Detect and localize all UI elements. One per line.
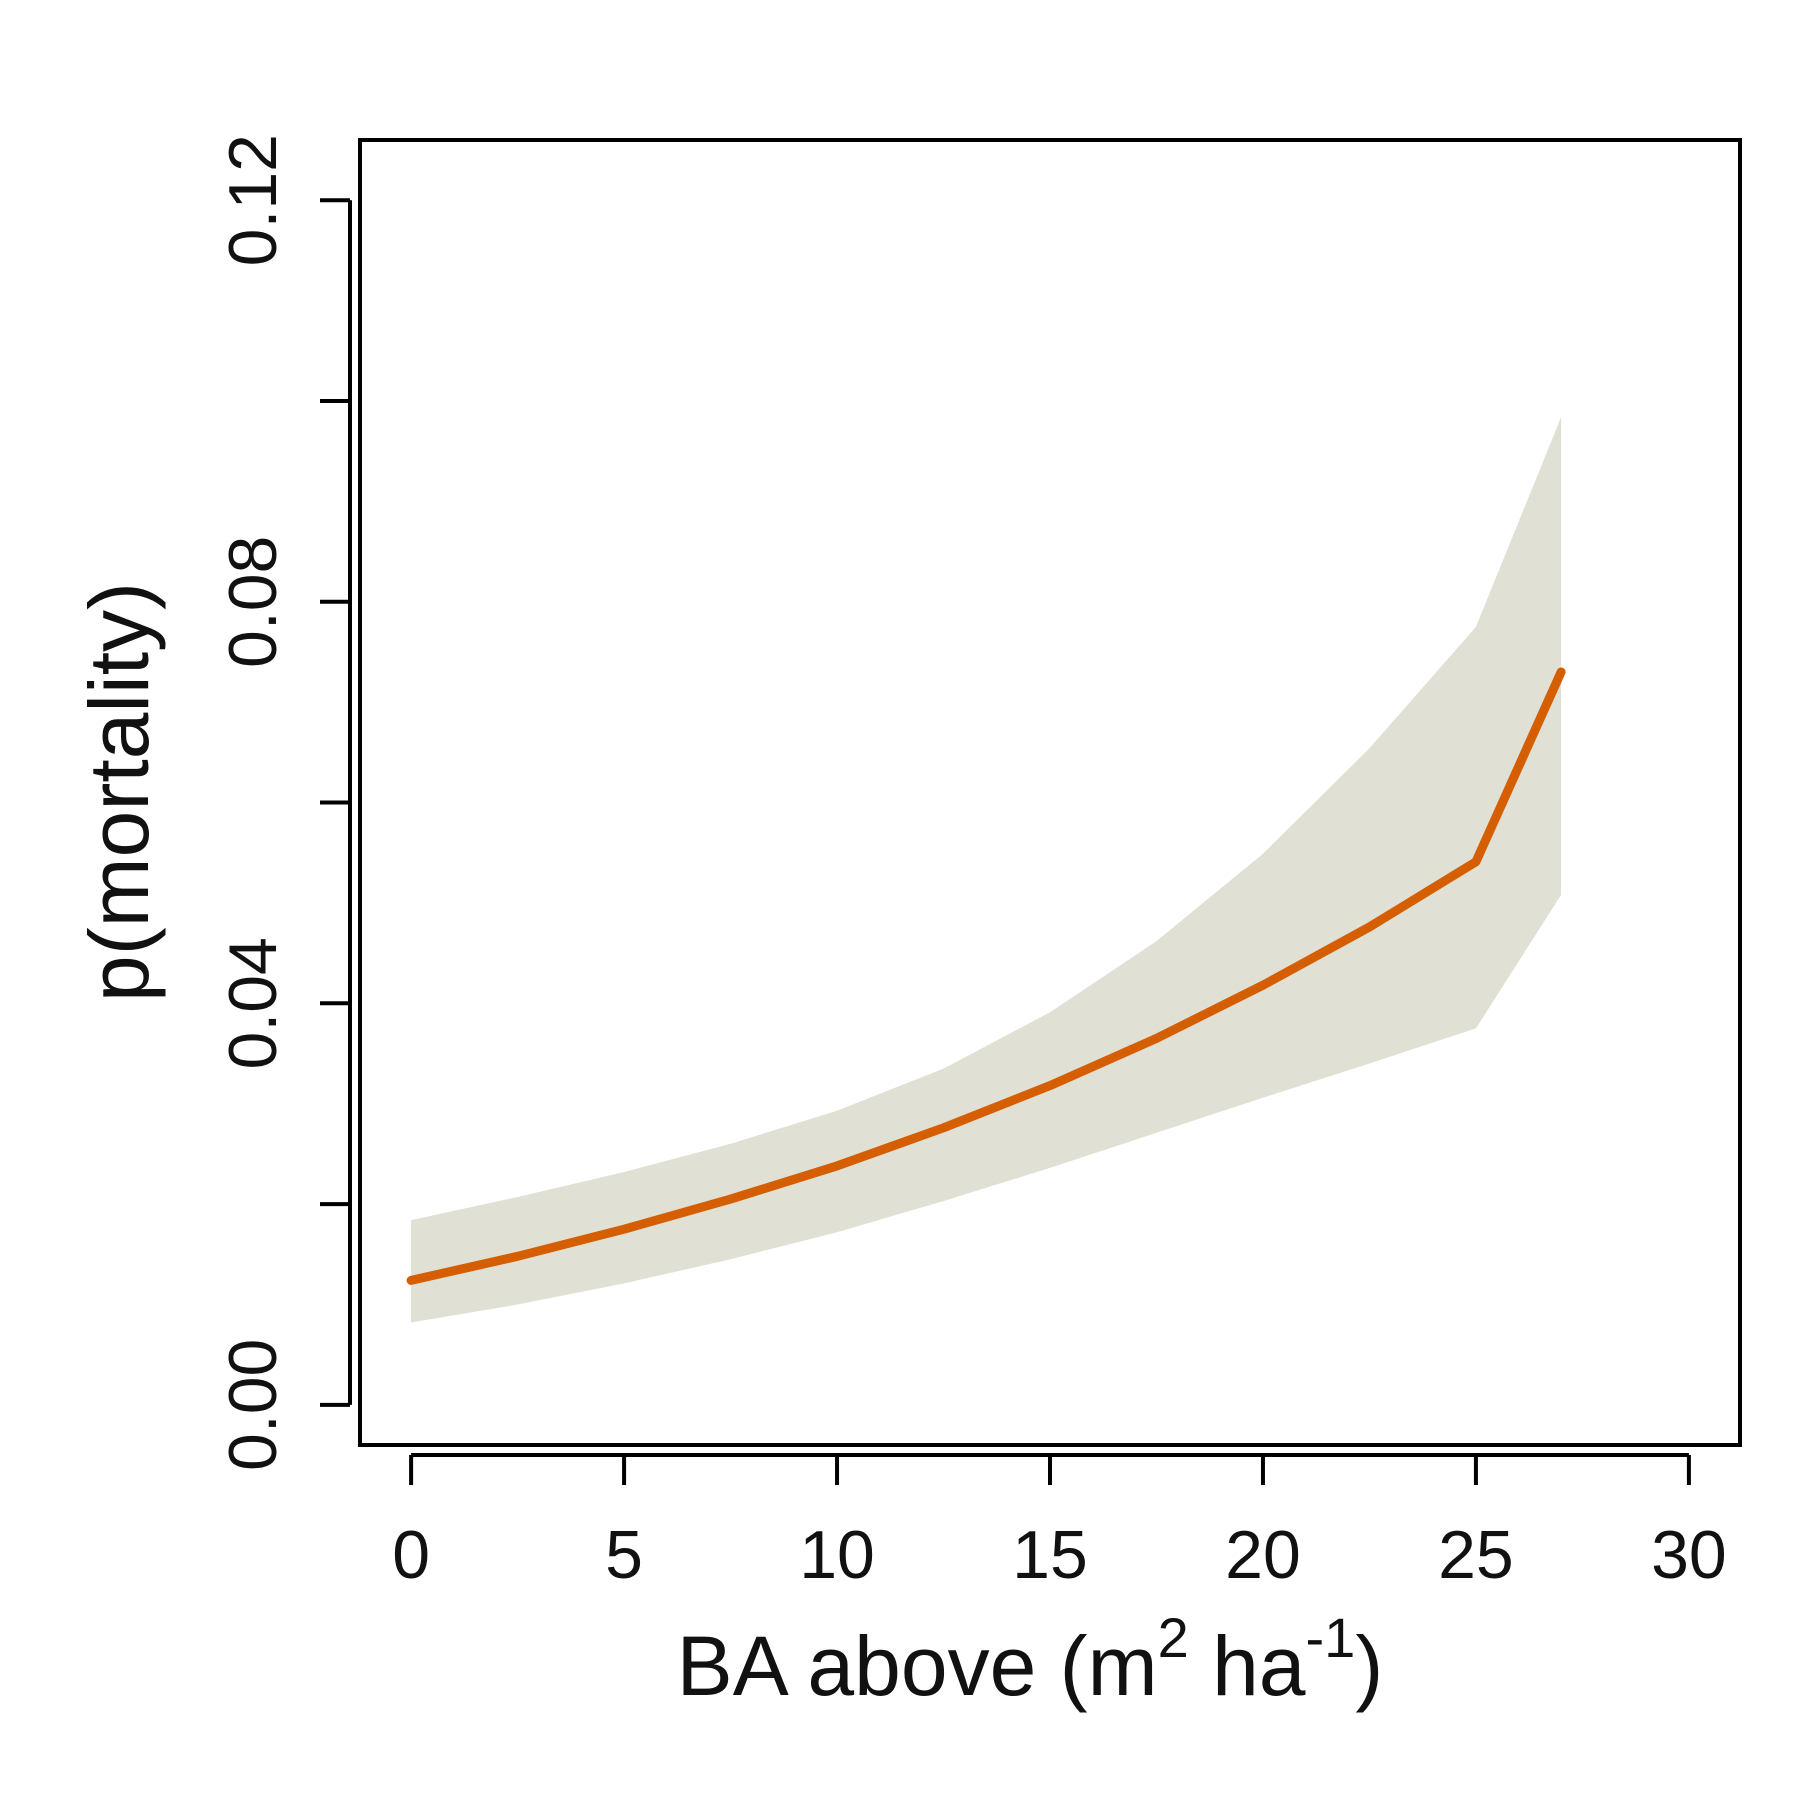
series-line-mortality: [406, 667, 1566, 1285]
x-axis-title-sup1: 2: [1158, 1606, 1189, 1669]
x-tick-label: 5: [605, 1517, 643, 1593]
x-tick-label: 15: [1012, 1517, 1088, 1593]
x-tick-label: 10: [799, 1517, 875, 1593]
plot-frame: [358, 138, 1742, 1447]
confidence-band: [411, 417, 1562, 1323]
x-tick-label: 25: [1438, 1517, 1514, 1593]
x-axis-title-middle: ha: [1189, 1619, 1306, 1713]
y-axis-title: p(mortality): [72, 582, 166, 1002]
x-axis-title: BA above (m2 ha-1): [677, 1606, 1384, 1713]
x-tick-label: 30: [1651, 1517, 1727, 1593]
x-axis: 0 5 10 15 20 25 30: [392, 1453, 1727, 1593]
x-axis-title-prefix: BA above (m: [677, 1619, 1158, 1713]
y-tick-label: 0.12: [215, 134, 291, 266]
x-axis-title-suffix: ): [1355, 1619, 1383, 1713]
y-tick-label: 0.00: [215, 1339, 291, 1471]
y-tick-label: 0.08: [215, 536, 291, 668]
x-tick-label: 20: [1225, 1517, 1301, 1593]
y-axis: 0.00 0.04 0.08 0.12: [215, 134, 352, 1471]
y-tick-label: 0.04: [215, 937, 291, 1069]
x-axis-title-sup2: -1: [1306, 1606, 1356, 1669]
x-tick-label: 0: [392, 1517, 430, 1593]
